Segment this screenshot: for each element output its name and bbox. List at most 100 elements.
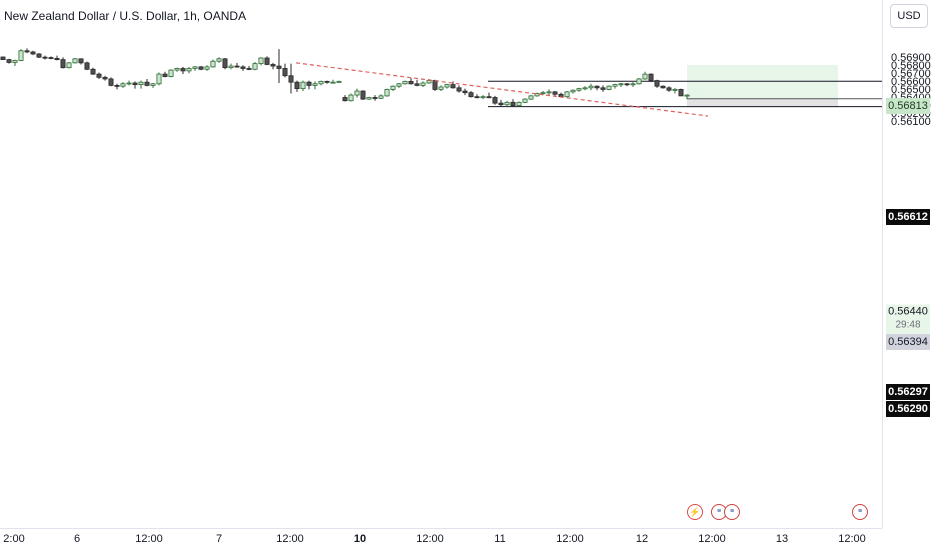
candle-body (342, 97, 348, 102)
candle-body (84, 62, 90, 70)
time-tick-label: 12:00 (698, 533, 726, 545)
candle-body (642, 73, 648, 80)
candle-body (210, 60, 216, 68)
candle-body (72, 58, 78, 64)
candle-body (582, 87, 588, 90)
candle-body (96, 73, 102, 78)
economic-event-flash-icon[interactable]: ⚡ (687, 504, 703, 520)
candle-body (480, 96, 486, 99)
price-tick-label: 0.56100 (891, 116, 931, 129)
candle-body (576, 88, 582, 91)
candle-body (390, 85, 396, 90)
candle-body (6, 59, 12, 63)
candle-body (588, 85, 594, 89)
candle-body (420, 82, 426, 86)
candle-body (552, 91, 558, 95)
take-profit-price-tag: 0.56813 (886, 98, 930, 114)
candle-body (282, 68, 288, 77)
time-tick-label: 12:00 (276, 533, 304, 545)
price-tick-label: 0.56700 (891, 68, 931, 81)
candle-body (426, 80, 432, 84)
candle-body (408, 80, 414, 85)
candle-body (402, 80, 408, 85)
candle-body (630, 83, 636, 86)
candle-body (672, 89, 678, 91)
time-tick-label: 12:00 (135, 533, 163, 545)
candle-body (444, 84, 450, 88)
candle-body (666, 87, 672, 91)
economic-event-flag-icon[interactable]: ≡ (852, 504, 868, 520)
candle-body (516, 101, 522, 106)
candle-body (12, 60, 18, 63)
candle-body (204, 66, 210, 70)
candle-body (264, 57, 270, 65)
candle-body (654, 80, 660, 87)
candle-body (450, 84, 456, 89)
candle-body (378, 95, 384, 99)
candle-body (78, 58, 84, 64)
price-tick-label: 0.56600 (891, 76, 931, 89)
candle-body (288, 75, 294, 83)
time-tick-label: 2:00 (3, 533, 25, 545)
candle-body (612, 84, 618, 87)
candle-body (318, 80, 324, 85)
candle-body (474, 96, 480, 99)
candle-body (312, 83, 318, 86)
candle-body (384, 89, 390, 97)
candle-body (270, 64, 276, 67)
time-tick-label: 12:00 (838, 533, 866, 545)
time-tick-label: 12:00 (416, 533, 444, 545)
candle-body (252, 63, 258, 70)
resistance-price-tag: 0.56612 (886, 209, 930, 225)
candle-body (336, 80, 342, 83)
candle-body (126, 82, 132, 85)
candle-body (36, 53, 42, 58)
candle-body (216, 58, 222, 62)
candle-body (354, 90, 360, 96)
price-tick-label: 0.56800 (891, 60, 931, 73)
candle-body (168, 69, 174, 77)
candle-body (234, 65, 240, 68)
candle-body (90, 68, 96, 75)
time-axis[interactable] (0, 528, 882, 551)
candle-body (510, 101, 516, 106)
candle-body (24, 50, 30, 53)
candle-body (558, 93, 564, 98)
candle-body (150, 83, 156, 86)
candle-body (438, 86, 444, 90)
candle-body (618, 83, 624, 86)
candle-body (570, 89, 576, 93)
candle-body (156, 73, 162, 85)
candle-body (624, 83, 630, 86)
candle-body (162, 73, 168, 77)
chart-plot-area[interactable] (0, 0, 882, 528)
candle-body (486, 96, 492, 99)
currency-button[interactable]: USD (890, 4, 928, 28)
candle-body (468, 92, 474, 98)
candle-body (60, 59, 66, 69)
candle-body (456, 87, 462, 92)
candle-body (228, 65, 234, 69)
candle-body (174, 68, 180, 71)
candle-body (594, 85, 600, 89)
candle-body (684, 94, 690, 97)
take-profit-zone (687, 65, 838, 99)
candle-body (348, 94, 354, 102)
time-tick-label: 7 (215, 533, 223, 545)
economic-event-flag-icon[interactable]: ≡ (724, 504, 740, 520)
candle-body (300, 81, 306, 90)
candle-body (366, 97, 372, 100)
time-tick-label: 12 (635, 533, 649, 545)
candle-body (48, 57, 54, 59)
candle-body (678, 89, 684, 97)
price-axis[interactable] (882, 0, 932, 528)
candle-body (186, 68, 192, 72)
support-price-tag: 0.56297 (886, 384, 930, 400)
stop-loss-price-tag: 0.56290 (886, 401, 930, 417)
candle-body (660, 85, 666, 89)
candle-body (30, 51, 36, 55)
candle-body (108, 78, 114, 86)
candle-body (54, 58, 60, 61)
candle-body (528, 95, 534, 100)
